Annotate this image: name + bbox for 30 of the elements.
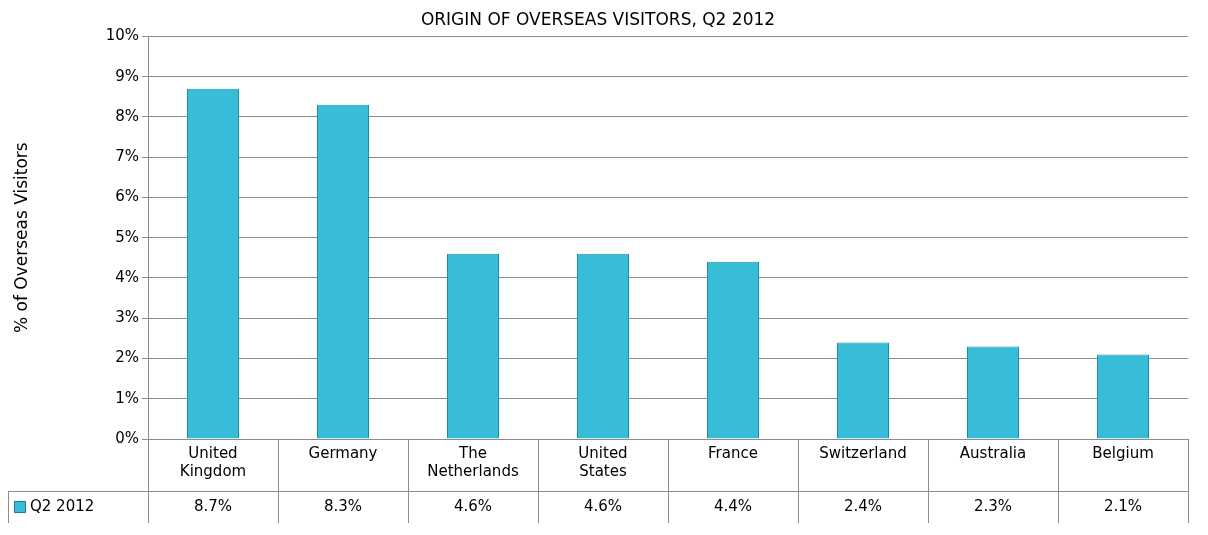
y-tick-label: 4% [115,267,139,286]
y-tick-label: 0% [115,428,139,447]
y-tick-label: 3% [115,308,139,327]
x-tick-label: United Kingdom [179,443,247,480]
y-tick-label: 9% [115,66,139,85]
x-tick-label: The Netherlands [427,443,519,480]
y-tick-label: 7% [115,147,139,166]
x-tick-label: Switzerland [819,443,907,462]
x-tick-label: France [708,443,758,462]
y-tick-label: 5% [115,227,139,246]
data-label: 2.4% [843,496,883,515]
y-tick-label: 8% [115,106,139,125]
data-label: 4.4% [713,496,753,515]
y-tick-label: 6% [115,187,139,206]
x-tick-label: Australia [959,443,1027,462]
x-tick-label: Belgium [1092,443,1154,462]
x-tick-label: United States [578,443,628,480]
data-label: 4.6% [583,496,623,515]
data-label: 8.7% [193,496,233,515]
y-tick-label: 10% [105,26,139,45]
data-label: 2.3% [973,496,1013,515]
data-label: 8.3% [323,496,363,515]
chart-title: ORIGIN OF OVERSEAS VISITORS, Q2 2012 [420,8,776,29]
y-tick-label: 2% [115,348,139,367]
y-tick-label: 1% [115,388,139,407]
y-axis-title: % of Overseas Visitors [10,142,31,334]
x-tick-label: Germany [308,443,378,462]
data-label: 2.1% [1103,496,1143,515]
legend-label: Q2 2012 [30,496,95,515]
data-label: 4.6% [453,496,493,515]
